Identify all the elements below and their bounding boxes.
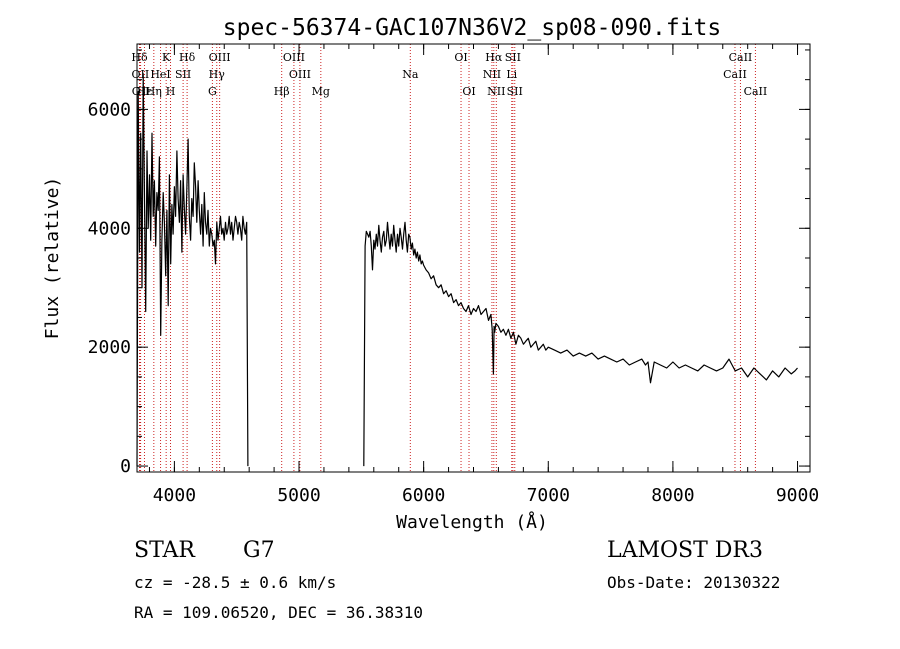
line-label: Hβ (274, 85, 290, 98)
x-tick-label: 4000 (153, 485, 196, 506)
line-label: OIII (209, 51, 231, 64)
line-label: OIII (283, 51, 305, 64)
line-label: SII (505, 51, 521, 64)
x-axis-label: Wavelength (Å) (396, 511, 548, 533)
x-tick-label: 6000 (402, 485, 445, 506)
y-axis: 0 2000 4000 6000 (88, 49, 810, 477)
line-label: NII (487, 85, 505, 98)
coordinates: RA = 109.06520, DEC = 36.38310 (134, 603, 423, 622)
line-label: CaII (729, 51, 753, 64)
line-label: OI (462, 85, 475, 98)
line-label: Hα (485, 51, 503, 64)
line-label: K (162, 51, 171, 64)
x-axis: 4000 5000 6000 7000 8000 9000 (148, 44, 819, 506)
line-label: Hε (137, 85, 153, 98)
object-subclass: G7 (243, 538, 275, 563)
y-axis-label: Flux (relative) (42, 177, 63, 340)
x-tick-label: 8000 (651, 485, 694, 506)
line-label: Hη (146, 85, 162, 98)
y-tick-label: 0 (120, 456, 131, 477)
line-label: OII (132, 85, 150, 98)
obs-date: Obs-Date: 20130322 (607, 573, 781, 592)
line-label: Hδ (131, 51, 148, 64)
line-label: CaII (723, 68, 747, 81)
line-label: Na (402, 68, 419, 81)
line-label: SII (507, 85, 523, 98)
line-label: CaII (744, 85, 768, 98)
line-label: Li (506, 68, 517, 81)
spectrum-segment (363, 221, 798, 467)
y-tick-label: 4000 (88, 218, 131, 239)
line-label: Mg (312, 85, 330, 98)
object-class: STAR (134, 538, 195, 563)
redshift-cz: cz = -28.5 ± 0.6 km/s (134, 573, 337, 592)
spectrum-plot (136, 73, 798, 467)
line-label: NII (483, 68, 501, 81)
line-label: Hδ (179, 51, 196, 64)
survey-name: LAMOST DR3 (607, 538, 763, 563)
spectrum-segment (136, 73, 249, 467)
plot-frame (136, 43, 811, 473)
line-label: Hγ (209, 68, 226, 81)
x-tick-label: 5000 (277, 485, 320, 506)
line-label: OI (454, 51, 467, 64)
y-tick-label: 2000 (88, 337, 131, 358)
line-markers (138, 44, 756, 472)
line-label: G (208, 85, 217, 98)
y-tick-label: 6000 (88, 99, 131, 120)
line-label: OIII (289, 68, 311, 81)
chart-title: spec-56374-GAC107N36V2_sp08-090.fits (223, 15, 722, 41)
line-label: SII (175, 68, 191, 81)
line-label: H (166, 85, 176, 98)
line-label: HeI (150, 68, 170, 81)
x-tick-label: 9000 (776, 485, 819, 506)
x-tick-label: 7000 (527, 485, 570, 506)
line-label: OII (132, 68, 150, 81)
